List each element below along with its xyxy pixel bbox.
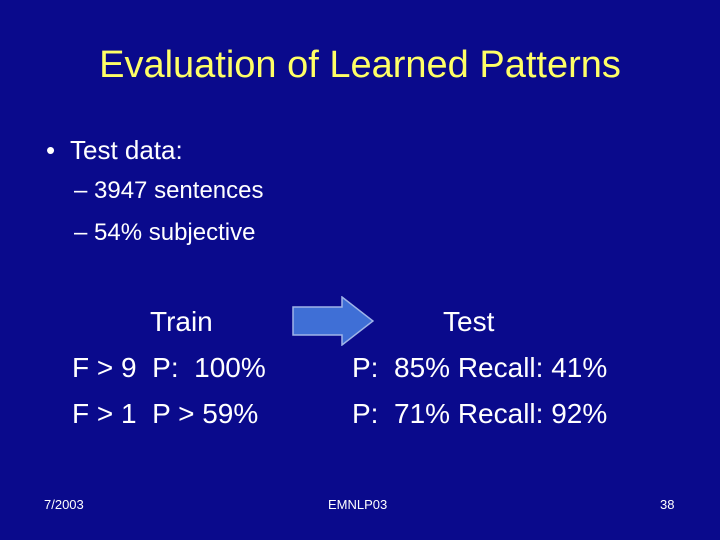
train-header: Train xyxy=(150,306,213,337)
test-header: Test xyxy=(443,306,495,337)
test-row-f9: P: 85% Recall: 41% xyxy=(352,352,608,383)
sub-item-sentences: – 3947 sentences xyxy=(74,177,264,204)
slide-title: Evaluation of Learned Patterns xyxy=(99,44,621,86)
footer-venue: EMNLP03 xyxy=(328,497,388,512)
arrow-shape xyxy=(292,296,374,346)
footer-page-number: 38 xyxy=(660,497,675,512)
sub-item-subjective: – 54% subjective xyxy=(74,219,256,246)
bullet-text: Test data: xyxy=(70,135,183,165)
footer-date: 7/2003 xyxy=(44,497,84,512)
train-row-f9: F > 9 P: 100% xyxy=(72,352,266,383)
bullet-marker: • xyxy=(46,135,56,165)
bullet-test-data: • Test data: xyxy=(46,135,183,166)
train-row-f1: F > 1 P > 59% xyxy=(72,398,259,429)
right-arrow-icon xyxy=(292,296,374,346)
test-row-f1: P: 71% Recall: 92% xyxy=(352,398,608,429)
